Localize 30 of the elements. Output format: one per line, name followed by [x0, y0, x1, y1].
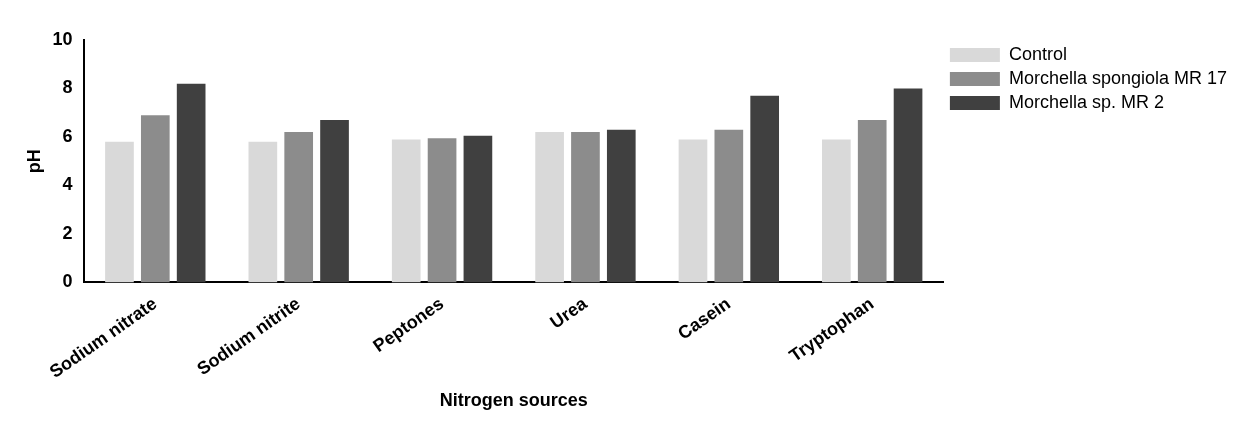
bar — [391, 139, 421, 283]
y-tick-label: 0 — [62, 271, 73, 292]
bar — [140, 115, 170, 283]
bar — [105, 141, 134, 283]
y-tick-label: 2 — [62, 222, 73, 243]
bar — [535, 132, 564, 283]
legend-label: Morchella spongiola MR 17 — [1008, 67, 1227, 88]
bar — [284, 132, 314, 283]
bar — [571, 132, 600, 283]
bar — [176, 83, 206, 283]
bar — [714, 129, 744, 283]
y-tick-label: 10 — [52, 28, 73, 49]
bar — [606, 129, 636, 283]
y-tick-label: 6 — [62, 125, 73, 146]
y-tick-label: 8 — [62, 77, 73, 98]
y-tick-label: 4 — [62, 174, 73, 195]
x-tick-label: Urea — [546, 292, 592, 333]
x-axis-title: Nitrogen sources — [439, 390, 588, 411]
bar — [427, 138, 457, 283]
y-axis-title: pH — [23, 149, 44, 174]
legend-label: Morchella sp. MR 2 — [1008, 91, 1164, 112]
bar — [248, 141, 278, 283]
bar — [678, 139, 708, 283]
bar — [463, 135, 493, 283]
bar — [893, 88, 923, 283]
bar — [822, 139, 851, 283]
legend-label: Control — [1008, 43, 1067, 64]
bar — [750, 95, 780, 283]
bar — [857, 120, 887, 283]
bar — [320, 120, 349, 283]
